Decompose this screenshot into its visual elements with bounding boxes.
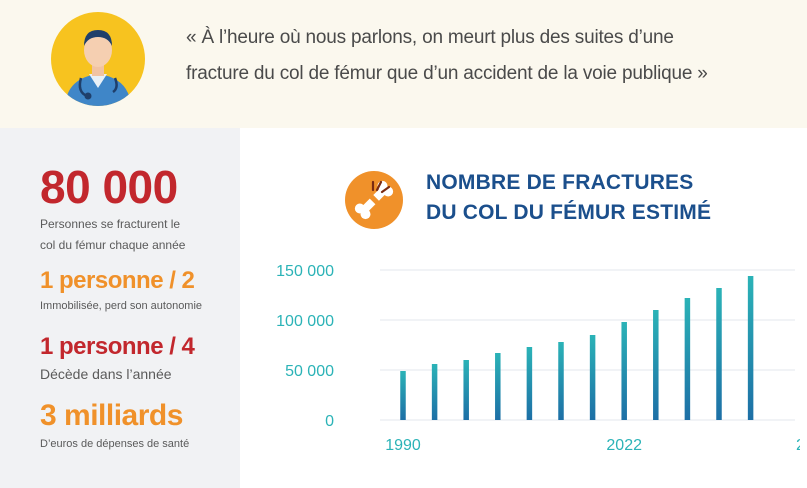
stat-three-billion: 3 milliards D’euros de dépenses de santé xyxy=(40,398,189,455)
bar xyxy=(558,342,564,420)
stat-desc-line-2: col du fémur chaque année xyxy=(40,238,186,252)
y-tick-label: 50 000 xyxy=(285,363,334,380)
quote-banner: « À l’heure où nous parlons, on meurt pl… xyxy=(0,0,807,128)
stat-value: 80 000 xyxy=(40,161,178,213)
bar xyxy=(400,371,406,420)
x-tick-label: 2022 xyxy=(606,437,642,454)
y-tick-label: 100 000 xyxy=(276,313,334,330)
doctor-avatar-icon xyxy=(51,12,145,106)
quote-text: « À l’heure où nous parlons, on meurt pl… xyxy=(186,20,786,92)
chart-title: NOMBRE DE FRACTURES DU COL DU FÉMUR ESTI… xyxy=(426,168,711,228)
y-tick-label: 150 000 xyxy=(276,263,334,280)
stat-value: 1 personne / 2 xyxy=(40,267,195,294)
bar xyxy=(747,276,754,420)
chart-title-line-2: DU COL DU FÉMUR ESTIMÉ xyxy=(426,201,712,224)
y-tick-label: 0 xyxy=(325,413,334,430)
bar xyxy=(589,335,596,420)
stat-desc-line-1: Immobilisée, perd son autonomie xyxy=(40,300,203,312)
bar xyxy=(684,298,691,420)
stat-value: 1 personne / 4 xyxy=(40,333,195,360)
bar xyxy=(621,322,627,420)
quote-line-1: « À l’heure où nous parlons, on meurt pl… xyxy=(186,27,674,48)
x-tick-label: 1990 xyxy=(385,437,421,454)
stat-one-in-two: 1 personne / 2 Immobilisée, perd son aut… xyxy=(40,266,202,317)
x-tick-label: 2050 xyxy=(796,437,800,454)
fractures-bar-chart: 150 000 100 000 50 000 0 1990 2022 2050 xyxy=(276,263,800,454)
broken-bone-icon xyxy=(345,171,403,229)
bar xyxy=(653,310,659,420)
stat-80000: 80 000 Personnes se fracturent le col du… xyxy=(40,162,185,256)
stat-desc-line-1: Personnes se fracturent le xyxy=(40,217,181,231)
stat-desc-line-1: Décède dans l’année xyxy=(40,366,172,382)
bar xyxy=(431,364,438,420)
bar xyxy=(495,353,501,420)
quote-line-2: fracture du col de fémur que d’un accide… xyxy=(186,63,708,84)
bar xyxy=(716,288,722,420)
bar xyxy=(526,347,533,420)
stat-one-in-four: 1 personne / 4 Décède dans l’année xyxy=(40,332,195,386)
chart-title-line-1: NOMBRE DE FRACTURES xyxy=(426,171,694,194)
stat-desc-line-1: D’euros de dépenses de santé xyxy=(40,438,190,450)
bar xyxy=(463,360,469,420)
stat-value: 3 milliards xyxy=(40,399,183,432)
stats-panel: 80 000 Personnes se fracturent le col du… xyxy=(0,128,240,488)
